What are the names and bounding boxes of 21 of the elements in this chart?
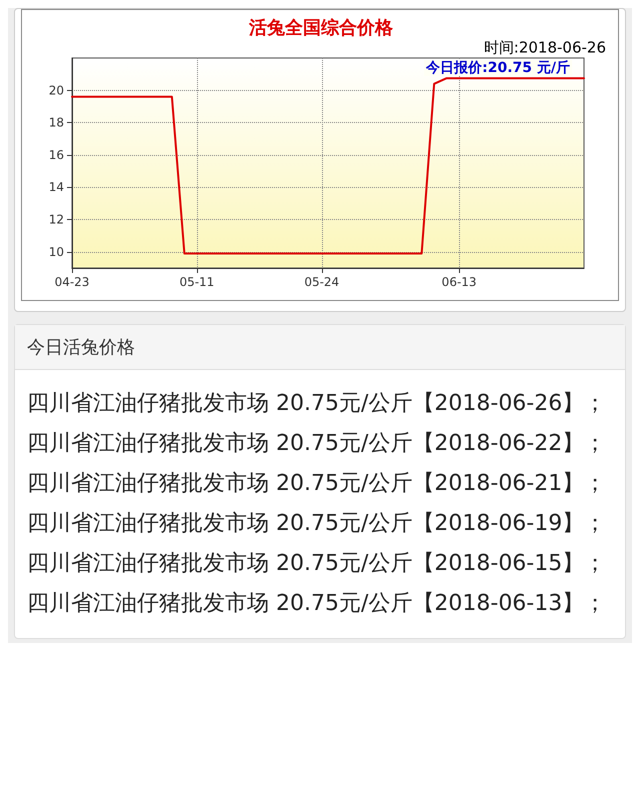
- chart-title: 活兔全国综合价格: [248, 18, 394, 38]
- line-series: [71, 77, 585, 254]
- text: 今日活兔价格: [15, 325, 625, 370]
- y-tick-label: 14: [48, 180, 64, 194]
- y-tick-label: 16: [48, 148, 64, 162]
- y-tick-label: 18: [48, 116, 64, 130]
- y-tick-label: 10: [48, 244, 64, 259]
- text: 四川省江油仔猪批发市场 20.75元/公斤【2018-06-19】；: [27, 510, 608, 538]
- text: 四川省江油仔猪批发市场 20.75元/公斤【2018-06-26】；: [27, 390, 608, 418]
- y-tick-label: 12: [48, 212, 64, 227]
- y-tick-label: 20: [48, 83, 64, 98]
- x-tick-label: 05-24: [304, 275, 340, 289]
- text: 四川省江油仔猪批发市场 20.75元/公斤【2018-06-21】；: [27, 470, 608, 498]
- x-tick-label: 04-23: [54, 275, 90, 289]
- text: 四川省江油仔猪批发市场 20.75元/公斤【2018-06-22】；: [27, 430, 608, 458]
- text: 四川省江油仔猪批发市场 20.75元/公斤【2018-06-15】；: [27, 550, 608, 578]
- x-tick-label: 06-13: [442, 275, 477, 289]
- x-tick-label: 05-11: [179, 275, 214, 289]
- annotation: 今日报价:20.75 元/斤: [425, 59, 570, 76]
- text: 四川省江油仔猪批发市场 20.75元/公斤【2018-06-13】；: [27, 590, 608, 618]
- text: 时间:2018-06-26: [484, 38, 606, 56]
